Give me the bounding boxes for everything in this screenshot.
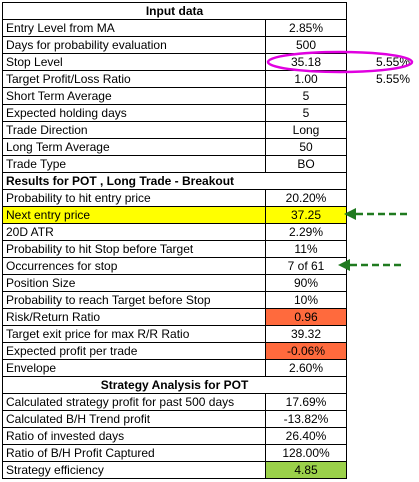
cell-label[interactable]: Strategy efficiency <box>2 461 266 479</box>
cell-label[interactable]: Calculated strategy profit for past 500 … <box>2 393 266 411</box>
row-holding-days: Expected holding days 5 <box>2 104 414 122</box>
cell-label[interactable]: Expected holding days <box>2 104 266 122</box>
cell-extra[interactable]: 5.55% <box>375 55 410 69</box>
row-calc-strategy: Calculated strategy profit for past 500 … <box>2 393 414 411</box>
cell-value[interactable]: 26.40% <box>265 427 347 445</box>
cell-value[interactable]: 2.29% <box>265 223 347 241</box>
cell-label[interactable]: Next entry price <box>2 206 266 224</box>
cell-label[interactable]: Trade Direction <box>2 121 266 139</box>
cell-label[interactable]: Calculated B/H Trend profit <box>2 410 266 428</box>
cell-label[interactable]: Entry Level from MA <box>2 19 266 37</box>
cell-extra[interactable]: 5.55% <box>375 72 410 86</box>
cell-label[interactable]: Occurrences for stop <box>2 257 266 275</box>
cell-value[interactable]: 128.00% <box>265 444 347 462</box>
cell-value[interactable]: 39.32 <box>265 325 347 343</box>
cell-label[interactable]: Days for probability evaluation <box>2 36 266 54</box>
cell-label[interactable]: Trade Type <box>2 155 266 173</box>
cell-label[interactable]: 20D ATR <box>2 223 266 241</box>
row-long-average: Long Term Average 50 <box>2 138 414 156</box>
cell-value[interactable]: 2.85% <box>265 19 347 37</box>
cell-value[interactable]: 90% <box>265 274 347 292</box>
row-prob-hit-stop: Probability to hit Stop before Target 11… <box>2 240 414 258</box>
section-title[interactable]: Input data <box>2 2 347 20</box>
row-atr: 20D ATR 2.29% <box>2 223 414 241</box>
row-envelope: Envelope 2.60% <box>2 359 414 377</box>
row-target-exit: Target exit price for max R/R Ratio 39.3… <box>2 325 414 343</box>
section-title[interactable]: Results for POT , Long Trade - Breakout <box>2 172 347 190</box>
cell-value[interactable]: -0.06% <box>265 342 347 360</box>
row-trade-type: Trade Type BO <box>2 155 414 173</box>
cell-value[interactable]: 5 <box>265 87 347 105</box>
cell-value[interactable]: 2.60% <box>265 359 347 377</box>
cell-label[interactable]: Probability to hit Stop before Target <box>2 240 266 258</box>
row-short-average: Short Term Average 5 <box>2 87 414 105</box>
cell-value[interactable]: 7 of 61 <box>265 257 347 275</box>
cell-value[interactable]: 50 <box>265 138 347 156</box>
row-days-probability: Days for probability evaluation 500 <box>2 36 414 54</box>
row-risk-return: Risk/Return Ratio 0.96 <box>2 308 414 326</box>
cell-value[interactable]: Long <box>265 121 347 139</box>
row-trade-direction: Trade Direction Long <box>2 121 414 139</box>
section-title[interactable]: Strategy Analysis for POT <box>2 376 347 394</box>
cell-value[interactable]: 11% <box>265 240 347 258</box>
row-expected-profit: Expected profit per trade -0.06% <box>2 342 414 360</box>
row-occurrences: Occurrences for stop 7 of 61 <box>2 257 414 275</box>
row-prob-reach-target: Probability to reach Target before Stop … <box>2 291 414 309</box>
cell-label[interactable]: Target Profit/Loss Ratio <box>2 70 266 88</box>
section-header-strategy: Strategy Analysis for POT <box>2 376 414 394</box>
cell-value[interactable]: 5 <box>265 104 347 122</box>
cell-label[interactable]: Envelope <box>2 359 266 377</box>
row-invested-days: Ratio of invested days 26.40% <box>2 427 414 445</box>
row-stop-level: Stop Level 35.18 5.55% <box>2 53 414 71</box>
cell-label[interactable]: Ratio of B/H Profit Captured <box>2 444 266 462</box>
spreadsheet: Input data Entry Level from MA 2.85% Day… <box>2 2 414 479</box>
cell-label[interactable]: Position Size <box>2 274 266 292</box>
cell-value[interactable]: 1.00 <box>265 70 347 88</box>
cell-label[interactable]: Probability to hit entry price <box>2 189 266 207</box>
cell-label[interactable]: Expected profit per trade <box>2 342 266 360</box>
row-next-entry: Next entry price 37.25 <box>2 206 414 224</box>
cell-label[interactable]: Long Term Average <box>2 138 266 156</box>
cell-value[interactable]: 20.20% <box>265 189 347 207</box>
row-position-size: Position Size 90% <box>2 274 414 292</box>
cell-value[interactable]: 10% <box>265 291 347 309</box>
cell-label[interactable]: Target exit price for max R/R Ratio <box>2 325 266 343</box>
cell-value[interactable]: BO <box>265 155 347 173</box>
section-header-input: Input data <box>2 2 414 20</box>
section-header-results: Results for POT , Long Trade - Breakout <box>2 172 414 190</box>
row-calc-bh: Calculated B/H Trend profit -13.82% <box>2 410 414 428</box>
cell-label[interactable]: Probability to reach Target before Stop <box>2 291 266 309</box>
cell-value[interactable]: 4.85 <box>265 461 347 479</box>
cell-label[interactable]: Short Term Average <box>2 87 266 105</box>
cell-value[interactable]: 500 <box>265 36 347 54</box>
cell-value[interactable]: 0.96 <box>265 308 347 326</box>
row-entry-level: Entry Level from MA 2.85% <box>2 19 414 37</box>
cell-label[interactable]: Risk/Return Ratio <box>2 308 266 326</box>
cell-value[interactable]: 35.18 <box>265 53 347 71</box>
cell-value[interactable]: 37.25 <box>265 206 347 224</box>
cell-value[interactable]: 17.69% <box>265 393 347 411</box>
row-target-ratio: Target Profit/Loss Ratio 1.00 5.55% <box>2 70 414 88</box>
row-efficiency: Strategy efficiency 4.85 <box>2 461 414 479</box>
cell-label[interactable]: Stop Level <box>2 53 266 71</box>
row-prob-hit-entry: Probability to hit entry price 20.20% <box>2 189 414 207</box>
cell-value[interactable]: -13.82% <box>265 410 347 428</box>
row-bh-captured: Ratio of B/H Profit Captured 128.00% <box>2 444 414 462</box>
cell-label[interactable]: Ratio of invested days <box>2 427 266 445</box>
